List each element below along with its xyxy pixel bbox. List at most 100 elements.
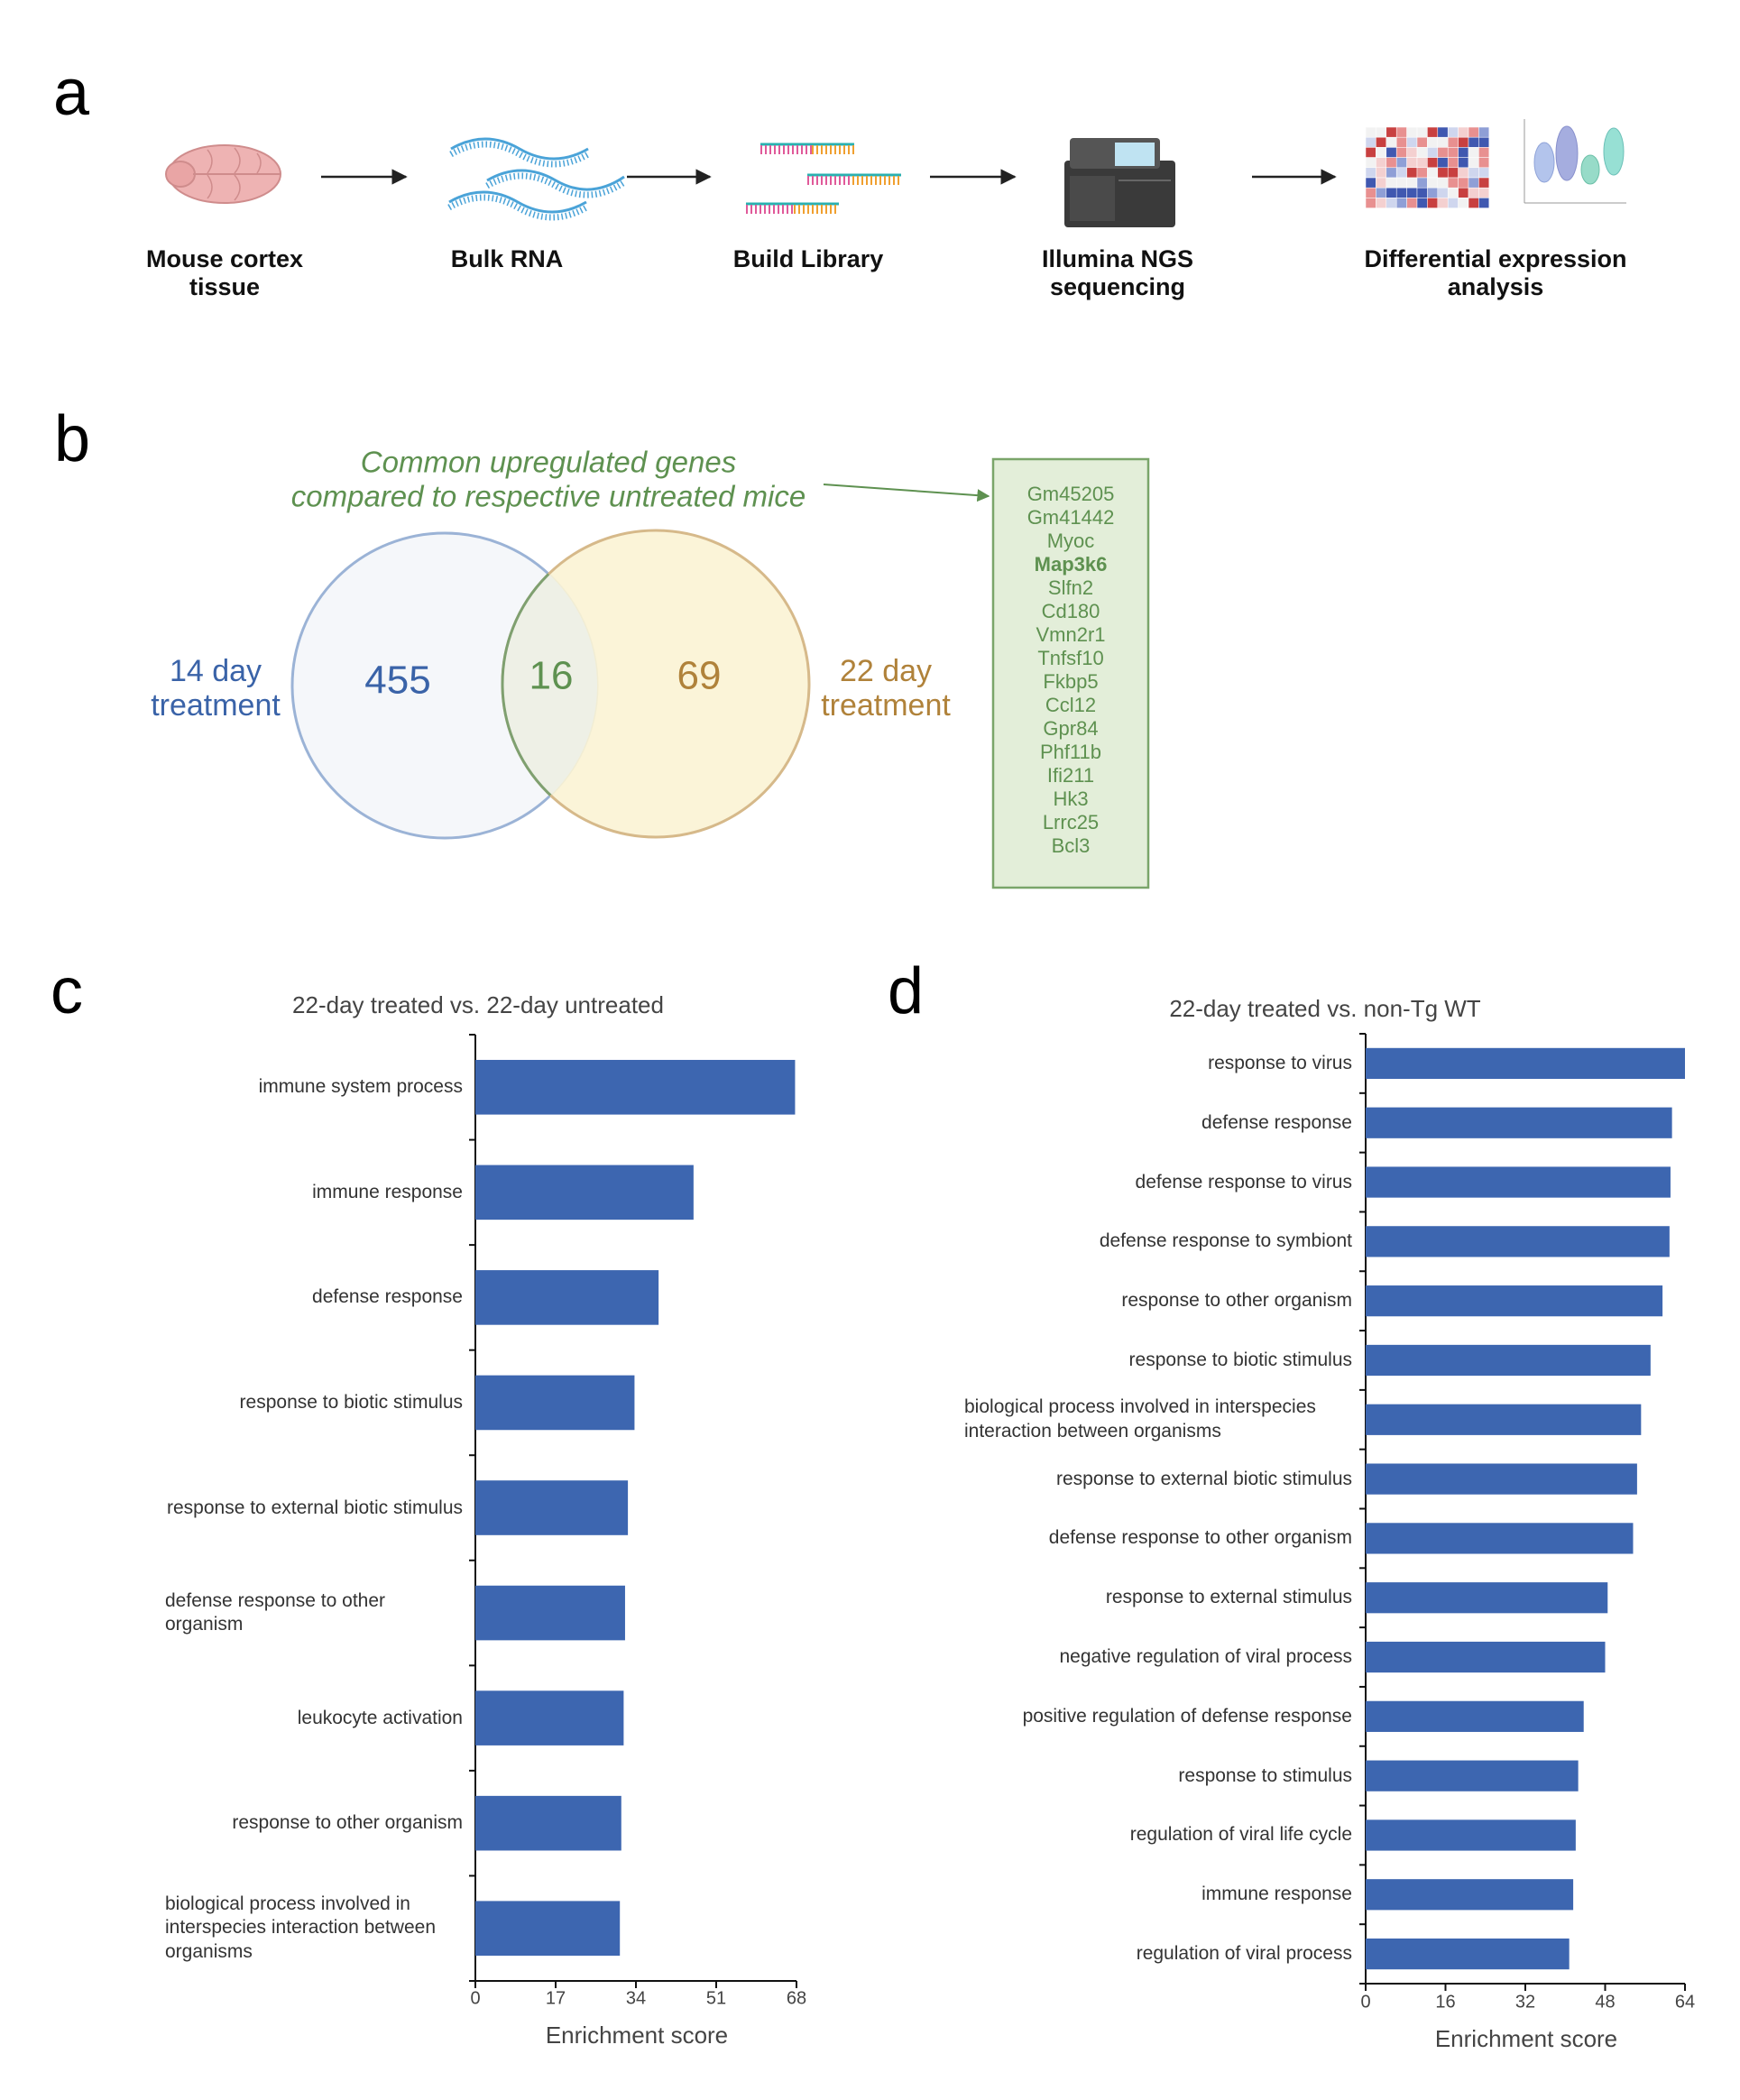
heatmap-cell xyxy=(1458,198,1469,208)
heatmap-cell xyxy=(1416,157,1428,169)
x-tick-label: 0 xyxy=(470,1988,480,2008)
category-label: immune system process xyxy=(258,1076,463,1098)
heatmap-cell xyxy=(1447,198,1459,208)
heatmap-cell xyxy=(1478,198,1490,208)
heatmap-cell xyxy=(1406,157,1418,169)
heatmap-cell xyxy=(1406,126,1418,138)
bar xyxy=(475,1480,629,1535)
heatmap-cell xyxy=(1427,136,1439,148)
heatmap-cell xyxy=(1447,126,1459,138)
heatmap-cell xyxy=(1427,147,1439,158)
chart-title: 22-day treated vs. non-Tg WT xyxy=(1169,995,1480,1022)
heatmap-cell xyxy=(1395,167,1407,179)
heatmap-cell xyxy=(1458,126,1469,138)
category-label: defense response xyxy=(312,1286,463,1308)
heatmap-cell xyxy=(1365,198,1376,208)
category-label: response to stimulus xyxy=(1178,1764,1352,1786)
heatmap-cell xyxy=(1376,177,1387,189)
heatmap-cell xyxy=(1406,177,1418,189)
heatmap-cell xyxy=(1478,136,1490,148)
gene: Ifi211 xyxy=(1047,764,1094,787)
heatmap-cell xyxy=(1458,167,1469,179)
x-tick-label: 32 xyxy=(1515,1992,1535,2012)
venn-count: 69 xyxy=(677,654,722,698)
bar xyxy=(475,1059,796,1115)
category-label: positive regulation of defense response xyxy=(1022,1705,1352,1727)
heatmap-cell xyxy=(1376,167,1387,179)
panel-label: a xyxy=(53,57,90,129)
category-label: response to biotic stimulus xyxy=(239,1391,463,1413)
heatmap-cell xyxy=(1416,187,1428,198)
bar xyxy=(1366,1819,1576,1851)
bar xyxy=(475,1270,659,1325)
gene: Gm45205 xyxy=(1027,483,1115,505)
heatmap-cell xyxy=(1458,136,1469,148)
venn-label: treatment xyxy=(151,688,281,723)
heatmap-cell xyxy=(1437,157,1449,169)
x-tick-label: 64 xyxy=(1675,1992,1695,2012)
heatmap-cell xyxy=(1468,136,1479,148)
gene: Fkbp5 xyxy=(1043,670,1098,693)
heatmap-cell xyxy=(1395,157,1407,169)
bar xyxy=(1366,1463,1637,1495)
gene: Hk3 xyxy=(1053,788,1088,810)
heatmap-cell xyxy=(1458,177,1469,189)
heatmap-cell xyxy=(1468,147,1479,158)
heatmap-cell xyxy=(1376,147,1387,158)
heatmap-cell xyxy=(1386,157,1397,169)
heatmap-cell xyxy=(1406,198,1418,208)
heatmap-cell xyxy=(1437,136,1449,148)
heatmap-cell xyxy=(1376,187,1387,198)
heatmap-cell xyxy=(1416,147,1428,158)
heatmap-cell xyxy=(1386,136,1397,148)
bar xyxy=(475,1901,621,1957)
gene: Gpr84 xyxy=(1043,717,1098,740)
x-axis-label: Enrichment score xyxy=(546,2022,728,2049)
heatmap-cell xyxy=(1395,177,1407,189)
heatmap-cell xyxy=(1395,136,1407,148)
heatmap-cell xyxy=(1427,187,1439,198)
heatmap-cell xyxy=(1365,187,1376,198)
venn-label: treatment xyxy=(821,688,951,723)
heatmap-cell xyxy=(1376,198,1387,208)
bar xyxy=(475,1375,635,1431)
category-label: response to external stimulus xyxy=(1105,1587,1352,1608)
heatmap-cell xyxy=(1416,198,1428,208)
venn-count: 16 xyxy=(529,654,574,698)
heatmap-cell xyxy=(1478,157,1490,169)
category-label: regulation of viral process xyxy=(1136,1943,1352,1965)
x-tick-label: 51 xyxy=(706,1988,726,2008)
heatmap-cell xyxy=(1395,147,1407,158)
heatmap-cell xyxy=(1376,157,1387,169)
heatmap-cell xyxy=(1427,198,1439,208)
heatmap-cell xyxy=(1478,177,1490,189)
heatmap-cell xyxy=(1437,187,1449,198)
venn-label: 14 day xyxy=(170,654,262,688)
bar xyxy=(475,1585,625,1641)
step-label: Mouse cortex xyxy=(146,245,303,272)
heatmap-cell xyxy=(1468,126,1479,138)
category-label: defense response to symbiont xyxy=(1099,1230,1352,1252)
heatmap-cell xyxy=(1365,136,1376,148)
heatmap-cell xyxy=(1416,167,1428,179)
bar xyxy=(1366,1641,1606,1673)
brain-icon xyxy=(165,144,281,204)
category-label: negative regulation of viral process xyxy=(1059,1646,1352,1668)
heatmap-cell xyxy=(1468,167,1479,179)
step-label: analysis xyxy=(1448,273,1544,300)
category-label: defense response to other organism xyxy=(1048,1527,1352,1549)
gene: Tnfsf10 xyxy=(1037,647,1103,669)
category-label: response to external biotic stimulus xyxy=(1056,1468,1352,1489)
heatmap-cell xyxy=(1406,187,1418,198)
heatmap-cell xyxy=(1447,157,1459,169)
category-label: defense response to other organism xyxy=(165,1589,386,1635)
bar xyxy=(1366,1879,1574,1911)
bar xyxy=(1366,1760,1579,1791)
bar xyxy=(1366,1285,1663,1317)
gene: Slfn2 xyxy=(1048,576,1093,599)
bar xyxy=(475,1165,694,1220)
x-tick-label: 48 xyxy=(1595,1992,1615,2012)
heatmap-cell xyxy=(1458,147,1469,158)
